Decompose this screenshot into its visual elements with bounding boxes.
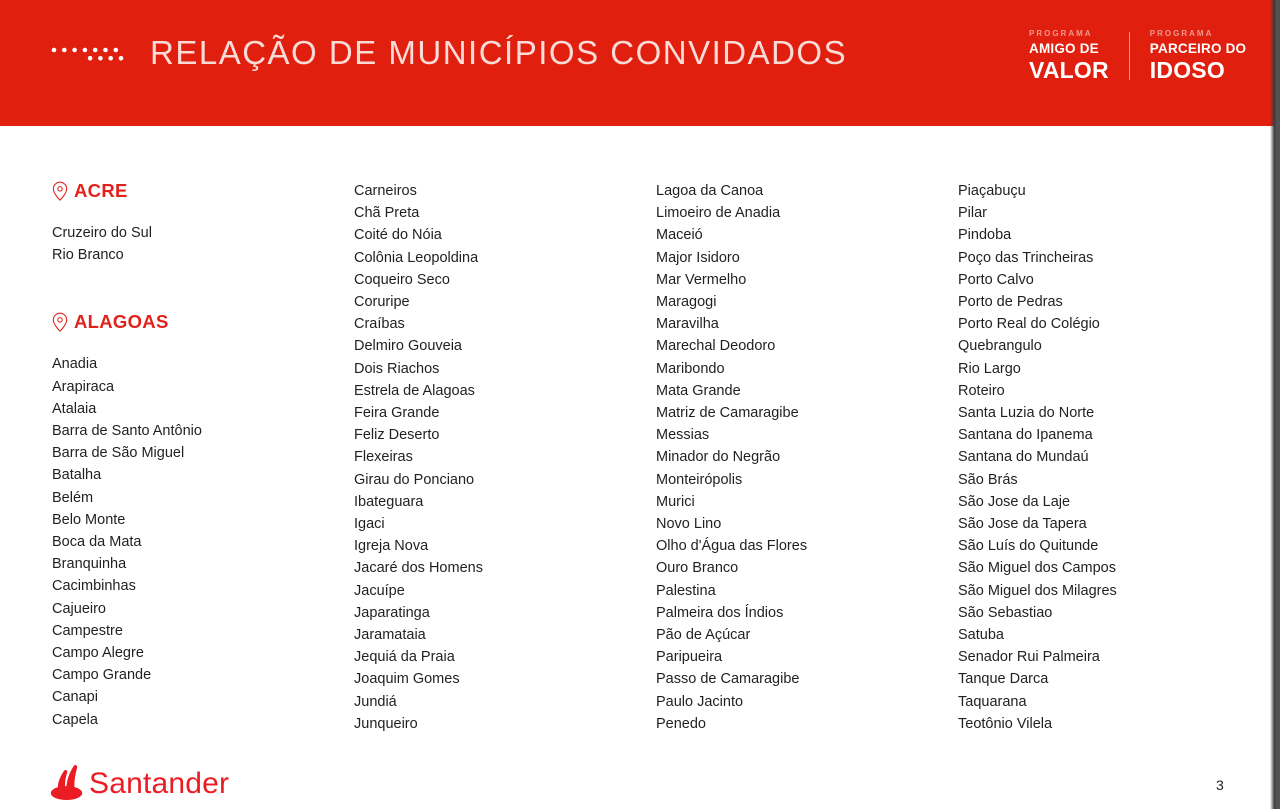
svg-text:Santander: Santander	[89, 767, 229, 800]
